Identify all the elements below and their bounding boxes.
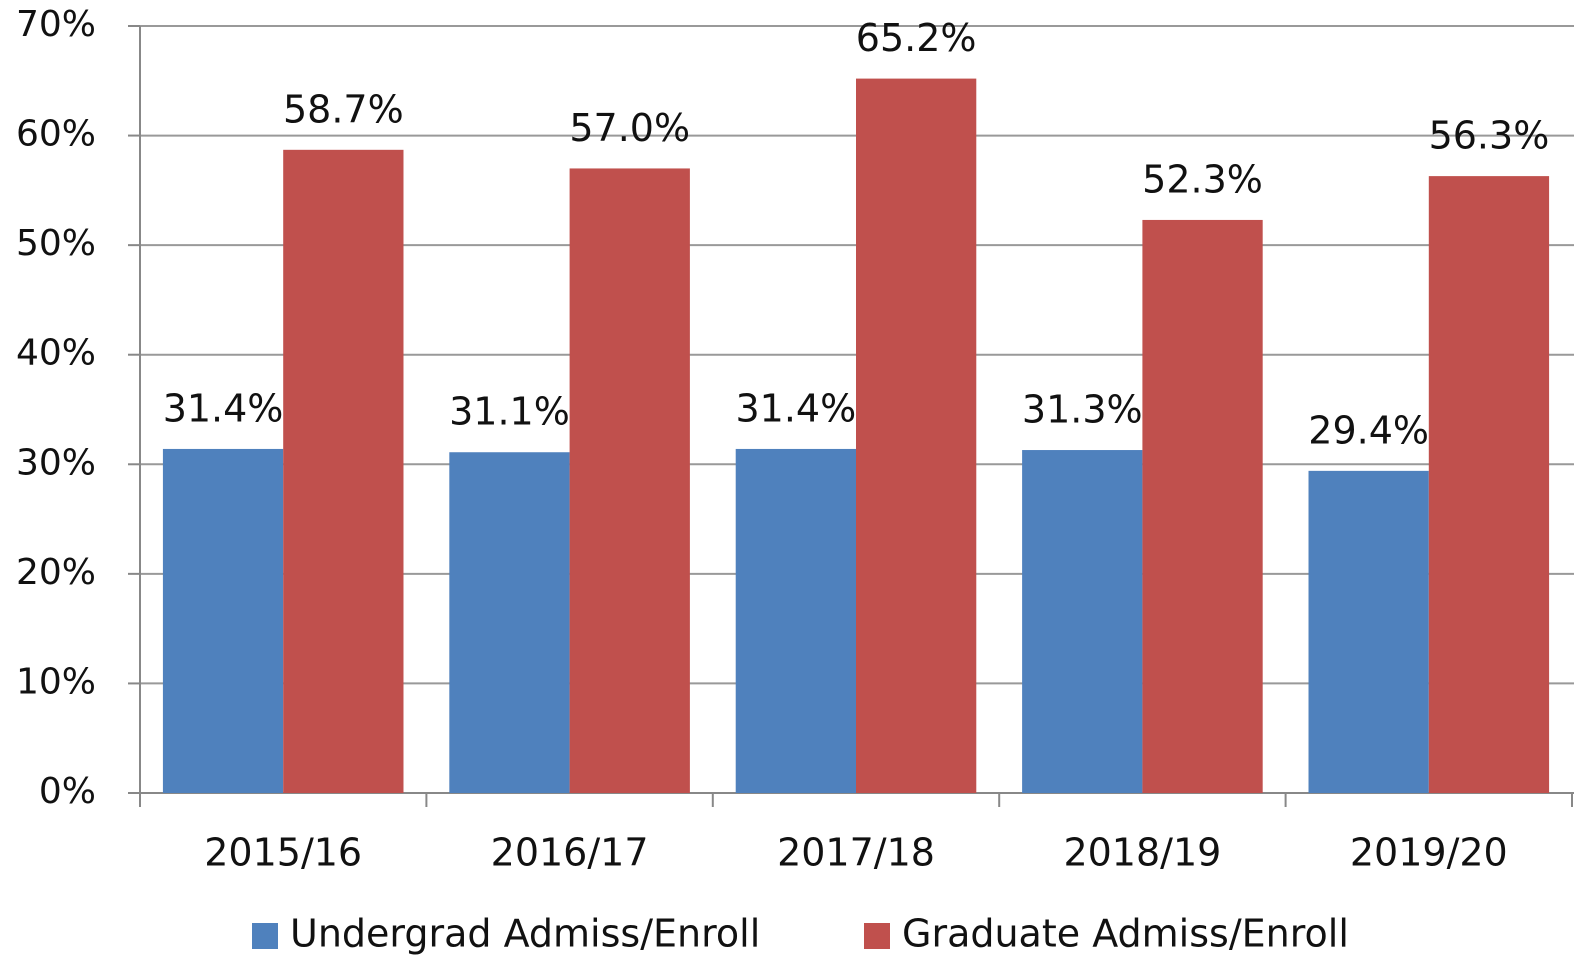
data-label: 31.3% [1022,388,1143,432]
y-tick-label: 60% [16,114,96,155]
bar [283,149,404,793]
bar [1142,219,1263,794]
legend-swatch [252,923,278,949]
bar [1022,450,1143,793]
y-tick-label: 40% [16,333,96,374]
bar [856,78,977,793]
bar [449,452,570,793]
bar [1428,176,1550,793]
y-tick-label: 10% [16,661,96,702]
data-label: 52.3% [1142,157,1263,201]
data-label: 56.3% [1429,114,1550,158]
y-tick-label: 70% [16,4,96,45]
y-tick-label: 0% [39,771,96,812]
x-tick-label: 2016/17 [491,831,649,875]
data-label: 31.1% [449,390,570,434]
x-tick-label: 2017/18 [777,831,935,875]
bar [162,448,284,793]
data-label: 31.4% [163,386,284,430]
data-label: 29.4% [1308,408,1429,452]
y-tick-label: 30% [16,442,96,483]
legend-label: Undergrad Admiss/Enroll [290,912,760,956]
x-tick-label: 2019/20 [1350,831,1508,875]
bar [569,168,690,793]
x-tick-label: 2015/16 [204,831,362,875]
data-label: 31.4% [735,386,856,430]
data-label: 58.7% [283,87,404,131]
legend-label: Graduate Admiss/Enroll [902,912,1349,956]
bar [735,448,856,793]
y-tick-label: 50% [16,223,96,264]
data-label: 57.0% [569,106,690,150]
x-tick-label: 2018/19 [1063,831,1221,875]
data-label: 65.2% [856,16,977,60]
legend-swatch [864,923,890,949]
y-tick-label: 20% [16,552,96,593]
bar [1308,470,1429,793]
